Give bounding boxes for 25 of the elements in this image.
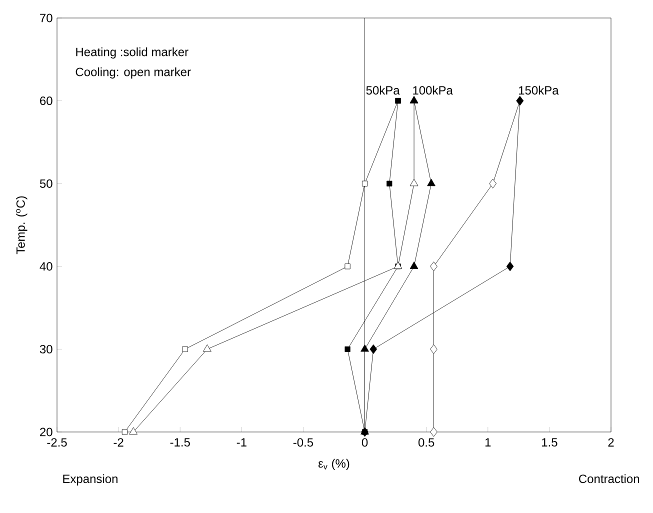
- y-tick-label: 60: [40, 96, 52, 106]
- annotation: 150kPa: [519, 86, 559, 95]
- annotation: 100kPa: [413, 86, 453, 95]
- y-tick-label: 30: [40, 344, 52, 354]
- x-tick-label: -0.5: [293, 438, 314, 447]
- annotation: 50kPa: [366, 86, 400, 95]
- x-tick-label: -2.5: [47, 438, 67, 447]
- y-tick-label: 70: [40, 14, 52, 22]
- x-tick-label: -1.5: [170, 438, 190, 447]
- y-tick-label: 40: [40, 262, 52, 271]
- text: Expansion: [63, 474, 118, 486]
- annotation: Cooling: open marker: [76, 67, 191, 79]
- x-tick-label: 2: [608, 438, 614, 447]
- x-tick-label: -1: [236, 438, 246, 446]
- y-tick-label: 50: [40, 179, 52, 188]
- x-tick-label: 0: [362, 438, 368, 447]
- x-tick-label: 1.5: [542, 438, 558, 447]
- y-tick-label: 20: [40, 428, 52, 436]
- x-tick-label: 0.5: [418, 438, 434, 447]
- x-axis-title: ε$_{v}$ (%): [318, 458, 350, 470]
- annotation: Heating :solid marker: [76, 47, 188, 59]
- x-tick-label: 1: [485, 438, 491, 446]
- text: Contraction: [579, 474, 640, 484]
- y-axis-title: Temp. ($^{o}$C): [16, 196, 28, 254]
- x-tick-label: -2: [114, 438, 124, 447]
